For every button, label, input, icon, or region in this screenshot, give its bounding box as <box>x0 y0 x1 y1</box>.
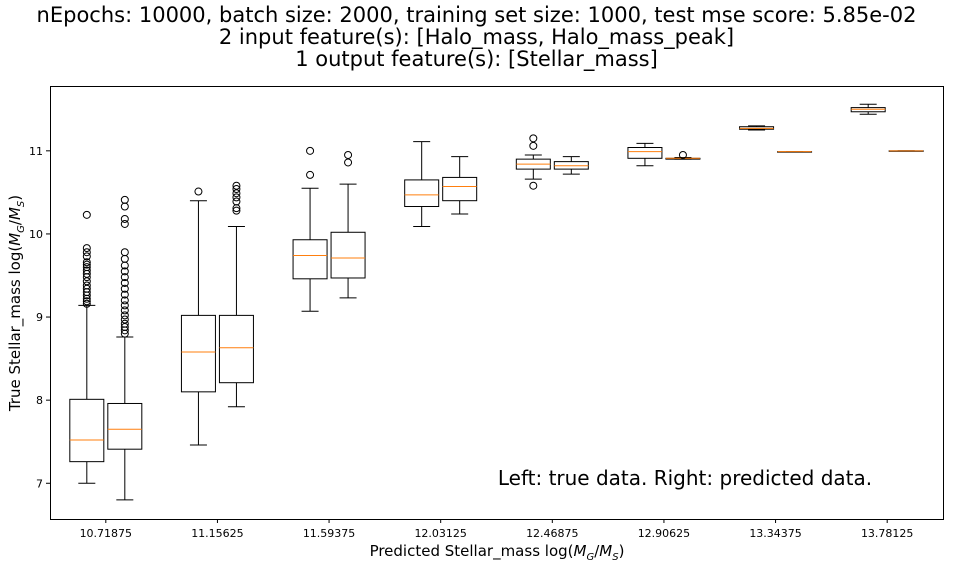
outlier-point <box>120 284 129 293</box>
outlier-point <box>82 258 91 267</box>
x-tick-label: 12.46875 <box>526 527 579 540</box>
outlier-point <box>82 244 91 253</box>
x-tick-label: 12.03125 <box>414 527 467 540</box>
outlier-point <box>678 150 687 159</box>
x-axis-label: Predicted Stellar_mass log(MG/MS) <box>370 542 625 563</box>
outlier-point <box>120 219 129 228</box>
outlier-point <box>120 202 129 211</box>
outlier-point <box>120 315 129 324</box>
outlier-point <box>120 214 129 223</box>
iqr-box <box>180 314 216 393</box>
boxes-layer <box>69 103 924 501</box>
outlier-point <box>82 297 91 306</box>
iqr-box <box>69 398 105 463</box>
y-tick-label: 9 <box>36 311 43 324</box>
outlier-point <box>232 185 241 194</box>
y-axis: 7 8 9 10 11 <box>29 145 50 490</box>
true-box <box>69 210 105 484</box>
iqr-box <box>107 402 143 450</box>
outlier-point <box>232 206 241 215</box>
outlier-point <box>120 311 129 320</box>
outlier-point <box>82 210 91 219</box>
outlier-point <box>82 281 91 290</box>
true-box <box>850 103 886 115</box>
x-tick-label: 13.78125 <box>861 527 914 540</box>
outlier-point <box>120 254 129 263</box>
predicted-box <box>777 151 813 153</box>
y-tick-label: 8 <box>36 394 43 407</box>
outlier-point <box>232 189 241 198</box>
outlier-point <box>120 267 129 276</box>
y-tick-label: 10 <box>29 228 43 241</box>
plot-frame <box>50 86 944 520</box>
x-tick-label: 11.15625 <box>191 527 244 540</box>
outlier-point <box>82 252 91 261</box>
outlier-point <box>82 266 91 275</box>
x-axis: 10.71875 11.15625 11.59375 12.03125 12.46875… <box>80 519 914 540</box>
outlier-point <box>82 277 91 286</box>
outlier-point <box>120 301 129 310</box>
outlier-point <box>120 290 129 299</box>
y-axis-label: True Stellar_mass log(MG/MS) <box>6 195 27 412</box>
x-tick-label: 11.59375 <box>303 527 356 540</box>
outlier-point <box>82 260 91 269</box>
predicted-box <box>553 156 589 175</box>
outlier-point <box>344 158 353 167</box>
title-line-3: 1 output feature(s): [Stellar_mass] <box>295 47 658 71</box>
true-box <box>180 187 216 446</box>
title-line-1: nEpochs: 10000, batch size: 2000, traini… <box>36 3 917 27</box>
outlier-point <box>344 150 353 159</box>
legend-annotation: Left: true data. Right: predicted data. <box>498 466 872 490</box>
predicted-box <box>218 181 254 408</box>
x-tick-label: 12.90625 <box>638 527 691 540</box>
true-box <box>515 134 551 190</box>
predicted-box <box>330 150 366 299</box>
outlier-point <box>120 296 129 305</box>
outlier-point <box>306 170 315 179</box>
title-line-2: 2 input feature(s): [Halo_mass, Halo_mas… <box>218 25 735 49</box>
y-tick-label: 11 <box>29 145 43 158</box>
iqr-box <box>442 176 478 202</box>
outlier-point <box>120 278 129 287</box>
iqr-box <box>292 239 328 280</box>
chart-title: nEpochs: 10000, batch size: 2000, traini… <box>0 4 953 70</box>
iqr-box <box>218 314 254 384</box>
outlier-point <box>529 134 538 143</box>
iqr-box <box>330 231 366 279</box>
outlier-point <box>120 306 129 315</box>
true-box <box>404 141 440 227</box>
outlier-point <box>194 187 203 196</box>
outlier-point <box>120 195 129 204</box>
true-box <box>627 142 663 167</box>
outlier-point <box>306 146 315 155</box>
iqr-box <box>404 179 440 208</box>
outlier-point <box>120 319 129 328</box>
predicted-box <box>888 150 924 152</box>
x-tick-label: 10.71875 <box>80 527 133 540</box>
outlier-point <box>529 181 538 190</box>
y-tick-label: 7 <box>36 477 43 490</box>
outlier-point <box>232 193 241 202</box>
outlier-point <box>82 248 91 257</box>
outlier-point <box>232 197 241 206</box>
outlier-point <box>120 248 129 257</box>
predicted-box <box>107 195 143 501</box>
outlier-point <box>232 181 241 190</box>
outlier-point <box>529 141 538 150</box>
predicted-box <box>665 150 701 160</box>
iqr-box <box>627 147 663 159</box>
outlier-point <box>82 299 91 308</box>
x-tick-label: 13.34375 <box>749 527 802 540</box>
true-box <box>739 125 775 131</box>
outlier-point <box>82 263 91 272</box>
predicted-box <box>442 156 478 215</box>
true-box <box>292 146 328 312</box>
outlier-point <box>120 273 129 282</box>
